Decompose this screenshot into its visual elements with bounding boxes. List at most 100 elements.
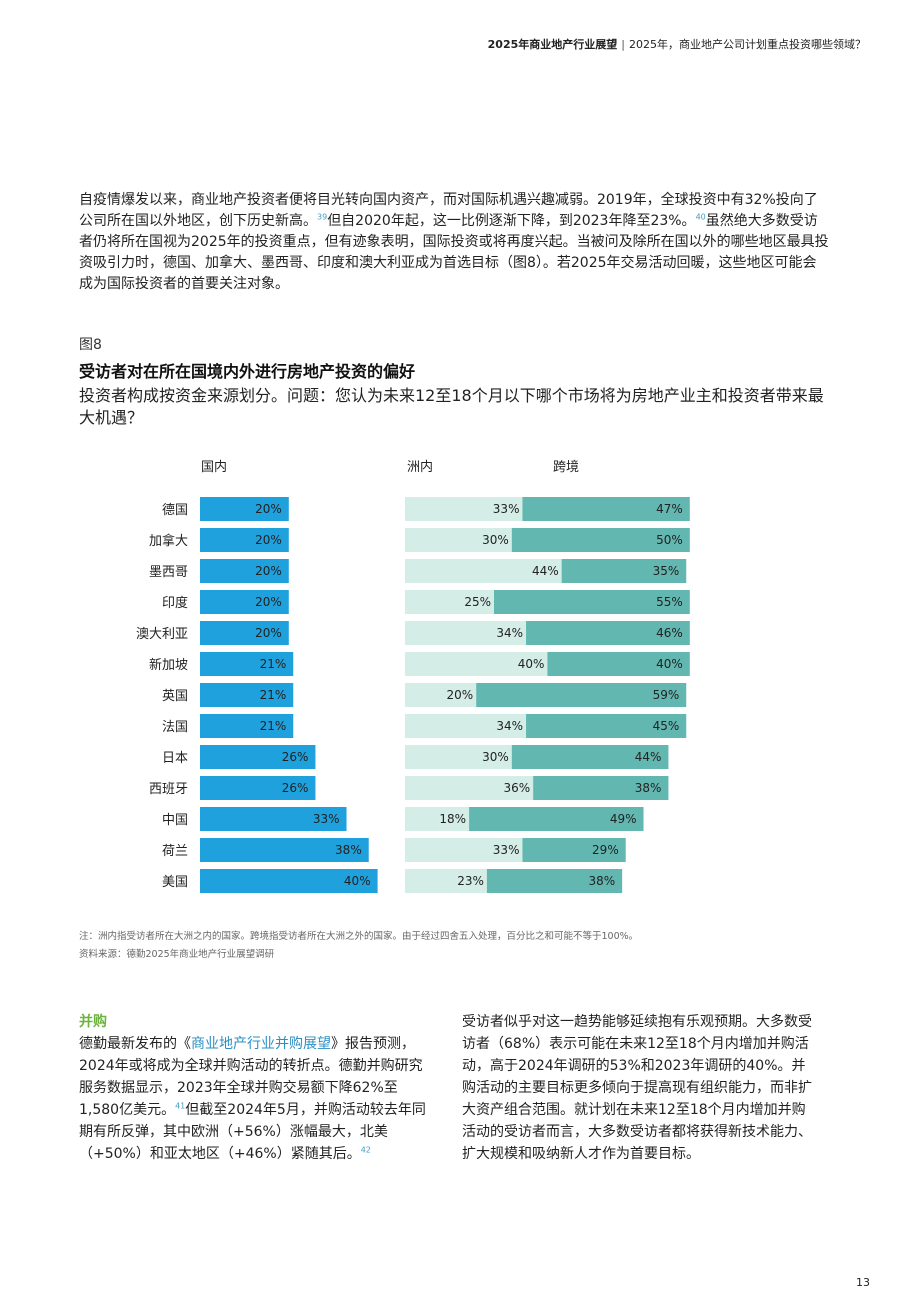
category-label: 美国 — [162, 875, 188, 890]
category-label: 西班牙 — [149, 782, 188, 797]
cross-value-label: 35% — [653, 564, 680, 578]
figure-notes: 注：洲内指受访者所在大洲之内的国家。跨境指受访者所在大洲之外的国家。由于经过四舍… — [79, 928, 638, 964]
footnote-ref-42[interactable]: 42 — [360, 1145, 371, 1155]
figure-subtitle: 投资者构成按资金来源划分。问题：您认为未来12至18个月以下哪个市场将为房地产业… — [79, 386, 824, 427]
cross-bar — [486, 869, 623, 893]
cross-bar — [476, 683, 687, 707]
cross-value-label: 46% — [656, 626, 683, 640]
domestic-bar — [200, 776, 316, 800]
cross-value-label: 59% — [653, 688, 680, 702]
footnote-ref-41[interactable]: 41 — [175, 1101, 186, 1111]
domestic-value-label: 20% — [255, 502, 282, 516]
domestic-bar — [200, 559, 289, 583]
domestic-bar — [200, 838, 369, 862]
figure-label: 图8 — [79, 337, 102, 353]
cross-bar — [522, 838, 626, 862]
intra-bar — [405, 714, 527, 738]
domestic-value-label: 38% — [335, 843, 362, 857]
cross-bar — [526, 714, 687, 738]
cross-bar — [522, 497, 690, 521]
cross-bar — [511, 528, 690, 552]
cross-value-label: 55% — [656, 595, 683, 609]
domestic-value-label: 26% — [282, 781, 309, 795]
ma-text-3: 但截至2024年5月，并购活动较去年同期有所反弹，其中欧洲（+56%）涨幅最大，… — [79, 1102, 426, 1162]
ma-heading: 并购 — [79, 1014, 107, 1030]
cross-bar — [511, 745, 669, 769]
intra-bar — [405, 776, 534, 800]
intra-value-label: 33% — [493, 502, 520, 516]
category-label: 新加坡 — [149, 657, 188, 673]
page-number: 13 — [856, 1276, 870, 1289]
cross-value-label: 29% — [592, 843, 619, 857]
category-label: 日本 — [162, 751, 188, 766]
report-title: 2025年商业地产行业展望 — [487, 38, 618, 51]
footnote-ref-40[interactable]: 40 — [695, 212, 706, 222]
running-header: 2025年商业地产行业展望 | 2025年，商业地产公司计划重点投资哪些领域？ — [488, 36, 866, 52]
intra-value-label: 40% — [518, 657, 545, 671]
domestic-value-label: 21% — [260, 719, 287, 733]
domestic-bar — [200, 528, 289, 552]
domestic-value-label: 20% — [255, 626, 282, 640]
intra-value-label: 34% — [496, 626, 523, 640]
cross-value-label: 40% — [656, 657, 683, 671]
domestic-value-label: 40% — [344, 874, 371, 888]
cross-bar — [561, 559, 687, 583]
figure-title: 受访者对在所在国境内外进行房地产投资的偏好 — [79, 362, 416, 381]
footnote-ref-39[interactable]: 39 — [317, 212, 328, 222]
intro-text-1: 自疫情爆发以来，商业地产投资者便将目光转向国内资产，而对国际机遇兴趣减弱。201… — [79, 192, 818, 229]
category-label: 墨西哥 — [149, 565, 188, 580]
cross-value-label: 38% — [635, 781, 662, 795]
domestic-bar — [200, 869, 378, 893]
intra-value-label: 30% — [482, 533, 509, 547]
cross-value-label: 49% — [610, 812, 637, 826]
category-label: 加拿大 — [149, 533, 188, 549]
intra-value-label: 44% — [532, 564, 559, 578]
intra-bar — [405, 559, 562, 583]
domestic-value-label: 21% — [260, 688, 287, 702]
intro-text-2: 但自2020年起，这一比例逐渐下降，到2023年降至23%。 — [327, 213, 696, 229]
ma-report-link[interactable]: 商业地产行业并购展望 — [191, 1036, 331, 1052]
cross-value-label: 47% — [656, 502, 683, 516]
cross-value-label: 44% — [635, 750, 662, 764]
cross-bar — [469, 807, 644, 831]
intra-value-label: 30% — [482, 750, 509, 764]
column-header-cross: 跨境 — [553, 460, 580, 475]
source-text: 资料来源：德勤2025年商业地产行业展望调研 — [79, 949, 275, 960]
domestic-bar — [200, 807, 347, 831]
intra-value-label: 36% — [503, 781, 530, 795]
category-label: 中国 — [162, 813, 188, 828]
category-label: 英国 — [162, 689, 188, 704]
ma-text-2: 》报告预测，2024年或将成为全球并购活动的转折点。德勤并购研究服务数据显示，2… — [79, 1036, 423, 1118]
intra-bar — [405, 838, 523, 862]
investment-preference-chart: 德国 20% 33% 47% 加拿大 20% 30% 50% 墨西哥 20% 44% 35% 印度 20%… — [136, 497, 690, 893]
domestic-value-label: 26% — [282, 750, 309, 764]
domestic-value-label: 20% — [255, 564, 282, 578]
category-label: 印度 — [162, 595, 188, 611]
header-separator: | — [621, 38, 625, 51]
intra-value-label: 34% — [496, 719, 523, 733]
cross-value-label: 45% — [653, 719, 680, 733]
domestic-bar — [200, 590, 289, 614]
category-label: 德国 — [162, 503, 188, 518]
category-label: 荷兰 — [162, 844, 188, 859]
intra-bar — [405, 745, 512, 769]
intra-value-label: 25% — [464, 595, 491, 609]
domestic-value-label: 20% — [255, 533, 282, 547]
intra-bar — [405, 683, 477, 707]
domestic-bar — [200, 652, 294, 676]
domestic-value-label: 21% — [260, 657, 287, 671]
domestic-bar — [200, 497, 289, 521]
note-text: 注：洲内指受访者所在大洲之内的国家。跨境指受访者所在大洲之外的国家。由于经过四舍… — [79, 931, 639, 942]
intra-bar — [405, 807, 470, 831]
intra-bar — [405, 869, 487, 893]
intra-bar — [405, 528, 512, 552]
intra-bar — [405, 497, 523, 521]
domestic-bar — [200, 745, 316, 769]
category-label: 法国 — [162, 720, 188, 735]
cross-value-label: 38% — [588, 874, 615, 888]
intra-bar — [405, 652, 548, 676]
cross-bar — [533, 776, 669, 800]
domestic-value-label: 20% — [255, 595, 282, 609]
intra-value-label: 18% — [439, 812, 466, 826]
ma-text-1: 德勤最新发布的《 — [79, 1036, 191, 1052]
